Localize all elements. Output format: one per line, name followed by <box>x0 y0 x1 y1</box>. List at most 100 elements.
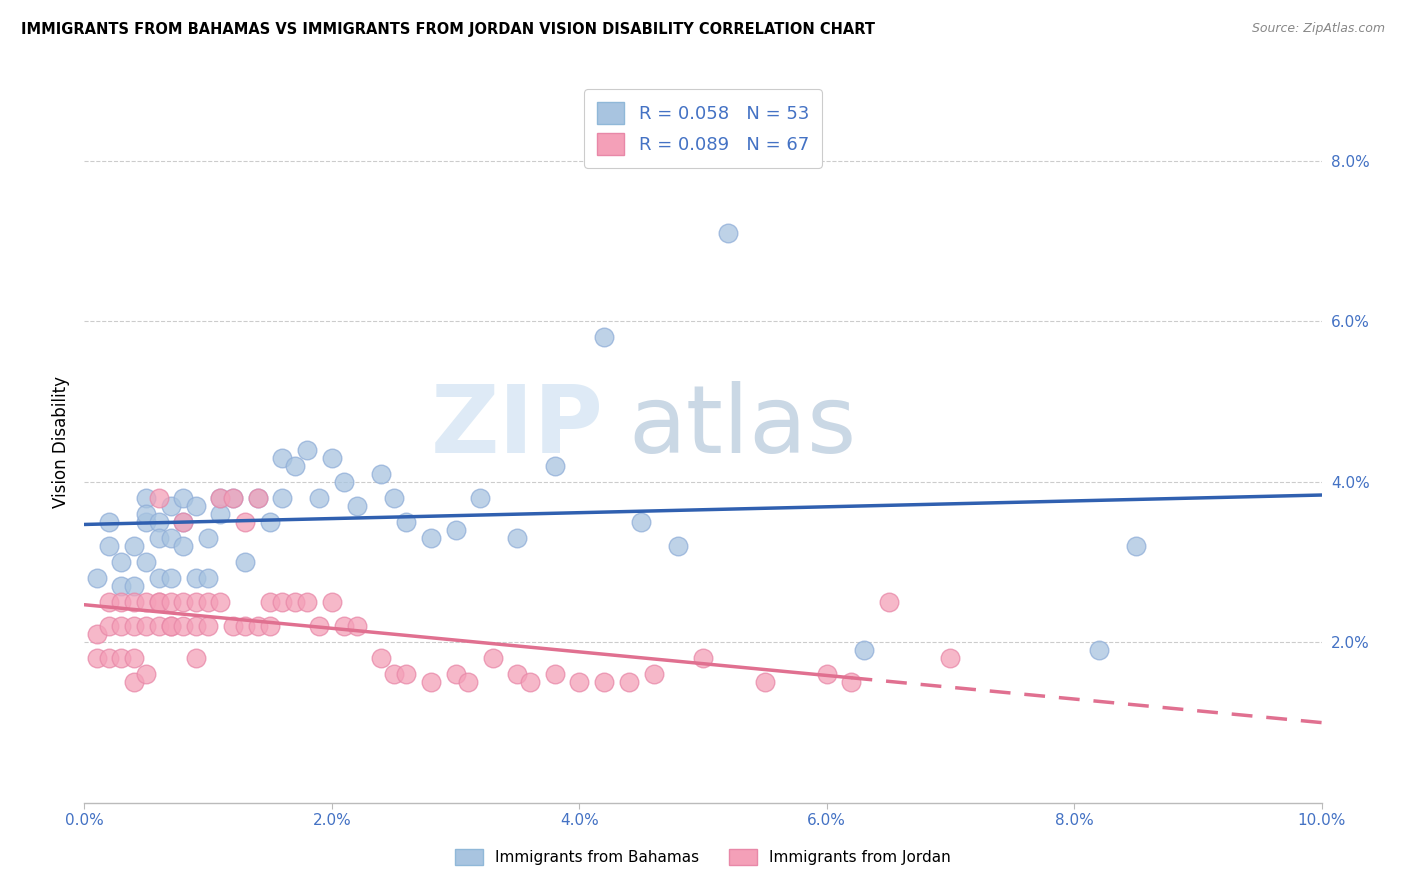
Point <box>172 491 194 505</box>
Point <box>233 619 256 633</box>
Point <box>877 595 900 609</box>
Point <box>481 651 503 665</box>
Point <box>271 491 294 505</box>
Point <box>148 571 170 585</box>
Point <box>122 651 145 665</box>
Point <box>172 619 194 633</box>
Point <box>568 675 591 690</box>
Point <box>135 515 157 529</box>
Point <box>86 627 108 641</box>
Point <box>197 595 219 609</box>
Point <box>593 675 616 690</box>
Point <box>543 667 565 681</box>
Point <box>444 523 467 537</box>
Point <box>308 491 330 505</box>
Point <box>1088 643 1111 657</box>
Point <box>160 571 183 585</box>
Point <box>110 619 132 633</box>
Point <box>233 515 256 529</box>
Point <box>135 507 157 521</box>
Point <box>172 515 194 529</box>
Point <box>148 531 170 545</box>
Point <box>321 595 343 609</box>
Point <box>506 667 529 681</box>
Point <box>815 667 838 681</box>
Point <box>197 619 219 633</box>
Point <box>209 507 232 521</box>
Point <box>346 499 368 513</box>
Point <box>86 571 108 585</box>
Point <box>395 667 418 681</box>
Point <box>754 675 776 690</box>
Point <box>630 515 652 529</box>
Point <box>122 579 145 593</box>
Point <box>1125 539 1147 553</box>
Point <box>717 226 740 240</box>
Text: Source: ZipAtlas.com: Source: ZipAtlas.com <box>1251 22 1385 36</box>
Point <box>346 619 368 633</box>
Point <box>110 579 132 593</box>
Point <box>148 595 170 609</box>
Point <box>122 595 145 609</box>
Point <box>643 667 665 681</box>
Point <box>259 595 281 609</box>
Point <box>160 499 183 513</box>
Point <box>148 515 170 529</box>
Legend: R = 0.058   N = 53, R = 0.089   N = 67: R = 0.058 N = 53, R = 0.089 N = 67 <box>585 89 821 168</box>
Point <box>110 595 132 609</box>
Text: atlas: atlas <box>628 381 858 473</box>
Point <box>370 651 392 665</box>
Point <box>98 651 121 665</box>
Point <box>197 531 219 545</box>
Text: ZIP: ZIP <box>432 381 605 473</box>
Point <box>246 491 269 505</box>
Point <box>419 675 441 690</box>
Point <box>852 643 875 657</box>
Point <box>259 619 281 633</box>
Point <box>135 595 157 609</box>
Point <box>333 475 356 489</box>
Point <box>246 619 269 633</box>
Point <box>172 515 194 529</box>
Point <box>457 675 479 690</box>
Point <box>939 651 962 665</box>
Point <box>284 458 307 473</box>
Point <box>135 667 157 681</box>
Point <box>160 619 183 633</box>
Legend: Immigrants from Bahamas, Immigrants from Jordan: Immigrants from Bahamas, Immigrants from… <box>449 843 957 871</box>
Point <box>135 555 157 569</box>
Point <box>222 491 245 505</box>
Point <box>209 595 232 609</box>
Point <box>184 571 207 585</box>
Point <box>209 491 232 505</box>
Point <box>148 595 170 609</box>
Point <box>184 499 207 513</box>
Point <box>160 619 183 633</box>
Point <box>308 619 330 633</box>
Point <box>172 539 194 553</box>
Point <box>197 571 219 585</box>
Point <box>259 515 281 529</box>
Point <box>395 515 418 529</box>
Point <box>160 531 183 545</box>
Point <box>506 531 529 545</box>
Point <box>370 467 392 481</box>
Point <box>382 667 405 681</box>
Point <box>148 491 170 505</box>
Point <box>160 595 183 609</box>
Point <box>184 651 207 665</box>
Point <box>593 330 616 344</box>
Point <box>122 675 145 690</box>
Point <box>295 595 318 609</box>
Point <box>666 539 689 553</box>
Point <box>135 491 157 505</box>
Point <box>692 651 714 665</box>
Point <box>246 491 269 505</box>
Point <box>122 539 145 553</box>
Point <box>135 619 157 633</box>
Point <box>98 595 121 609</box>
Point <box>543 458 565 473</box>
Point <box>271 450 294 465</box>
Point <box>110 651 132 665</box>
Point <box>209 491 232 505</box>
